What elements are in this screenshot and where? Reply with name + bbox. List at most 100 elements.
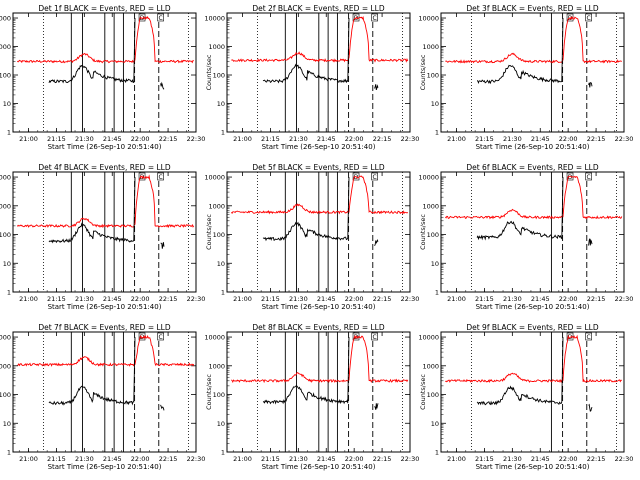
flag-box	[585, 332, 592, 341]
x-tick-label: 21:15	[261, 455, 280, 463]
flag-label: D	[568, 174, 573, 181]
x-axis-label: Start Time (26-Sep-10 20:51:40)	[262, 143, 376, 151]
y-tick-label: 10000	[418, 174, 439, 182]
x-tick-label: 22:15	[159, 295, 178, 303]
x-axis-label: Start Time (26-Sep-10 20:51:40)	[48, 463, 162, 471]
x-tick-label: 21:15	[47, 295, 66, 303]
y-tick-label: 1	[221, 129, 225, 137]
x-tick-label: 22:00	[559, 135, 578, 143]
x-tick-label: 21:30	[503, 455, 522, 463]
x-tick-label: 22:00	[345, 135, 364, 143]
series-events-line	[262, 337, 350, 405]
panel-det-4: Det 4f BLACK = Events, RED = LLD 1 10 100 10…	[0, 163, 205, 311]
series-lld-line	[445, 334, 623, 384]
x-tick-label: 22:15	[587, 135, 606, 143]
x-tick-label: 22:15	[373, 295, 392, 303]
y-tick-label: 100	[427, 391, 439, 399]
flag-box	[157, 13, 164, 22]
series-events-line	[262, 17, 350, 84]
x-tick-label: 21:30	[75, 455, 94, 463]
series-events-fragment	[374, 239, 379, 246]
series-events-line	[476, 17, 564, 85]
y-tick-label: 10	[217, 100, 225, 108]
y-tick-label: 1	[7, 129, 11, 137]
y-tick-label: 10000	[204, 15, 225, 23]
x-tick-label: 22:00	[345, 455, 364, 463]
flag-box	[585, 13, 592, 22]
panel-det-3: Det 3f BLACK = Events, RED = LLD 1 10 100 10…	[418, 4, 633, 151]
y-tick-label: 10	[3, 100, 11, 108]
flag-label: C	[373, 334, 377, 341]
y-tick-label: 10	[217, 260, 225, 268]
x-tick-label: 21:15	[261, 135, 280, 143]
flag-box	[371, 13, 378, 22]
series-events-fragment	[374, 84, 379, 91]
y-tick-label: 1	[221, 289, 225, 297]
x-tick-label: 21:15	[475, 135, 494, 143]
x-tick-label: 21:45	[103, 135, 122, 143]
x-tick-label: 21:30	[503, 135, 522, 143]
y-tick-label: 10	[217, 420, 225, 428]
flag-label: C	[587, 15, 591, 22]
series-lld-line	[231, 15, 409, 63]
y-tick-label: 1	[435, 289, 439, 297]
panel-title: Det 2f BLACK = Events, RED = LLD	[252, 4, 385, 13]
panel-title: Det 3f BLACK = Events, RED = LLD	[466, 4, 599, 13]
flag-label: C	[159, 174, 163, 181]
y-tick-label: 1	[435, 449, 439, 457]
series-events-fragment	[160, 404, 165, 411]
flag-box	[138, 13, 146, 22]
x-tick-label: 22:00	[345, 295, 364, 303]
x-tick-label: 22:00	[131, 135, 150, 143]
series-events-line	[262, 177, 350, 242]
series-lld-line	[17, 334, 195, 367]
x-axis-label: Start Time (26-Sep-10 20:51:40)	[48, 303, 162, 311]
x-tick-label: 21:45	[103, 295, 122, 303]
y-tick-label: 100	[213, 391, 225, 399]
y-tick-label: 100	[0, 231, 11, 239]
y-tick-label: 1000	[208, 43, 225, 51]
flag-label: C	[159, 15, 163, 22]
flag-box	[585, 172, 592, 181]
x-tick-label: 22:00	[131, 455, 150, 463]
y-tick-label: 1000	[208, 362, 225, 370]
x-tick-label: 22:30	[615, 295, 634, 303]
panel-title: Det 8f BLACK = Events, RED = LLD	[252, 323, 385, 332]
x-tick-label: 21:00	[447, 455, 466, 463]
panel-det-1: Det 1f BLACK = Events, RED = LLD 1 10 100 10…	[0, 4, 205, 151]
x-tick-label: 22:00	[559, 455, 578, 463]
y-tick-label: 100	[427, 72, 439, 80]
y-tick-label: 10000	[0, 334, 11, 342]
x-tick-label: 21:00	[233, 295, 252, 303]
y-tick-label: 10	[431, 420, 439, 428]
x-tick-label: 21:30	[289, 455, 308, 463]
x-tick-label: 21:00	[19, 135, 38, 143]
x-tick-label: 21:15	[475, 455, 494, 463]
y-tick-label: 1000	[208, 202, 225, 210]
panel-title: Det 5f BLACK = Events, RED = LLD	[252, 163, 385, 172]
x-tick-label: 22:30	[401, 295, 420, 303]
x-tick-label: 22:30	[401, 455, 420, 463]
plot-frame	[440, 171, 625, 293]
y-axis-label: Counts/sec	[419, 54, 427, 90]
y-tick-label: 10000	[204, 334, 225, 342]
flag-label: C	[159, 334, 163, 341]
y-tick-label: 1000	[422, 43, 439, 51]
series-lld-line	[16, 174, 195, 229]
x-tick-label: 21:00	[19, 295, 38, 303]
flag-box	[157, 332, 164, 341]
y-tick-label: 10000	[418, 334, 439, 342]
flag-label: C	[587, 334, 591, 341]
x-axis-label: Start Time (26-Sep-10 20:51:40)	[476, 463, 590, 471]
y-tick-label: 100	[213, 231, 225, 239]
series-lld-line	[231, 334, 409, 384]
x-axis-label: Start Time (26-Sep-10 20:51:40)	[48, 143, 162, 151]
plot-frame	[440, 12, 625, 133]
y-tick-label: 10	[431, 100, 439, 108]
x-tick-label: 21:45	[531, 135, 550, 143]
flag-box	[157, 172, 164, 181]
y-tick-label: 1000	[422, 362, 439, 370]
x-tick-label: 22:30	[401, 135, 420, 143]
x-tick-label: 21:45	[103, 455, 122, 463]
